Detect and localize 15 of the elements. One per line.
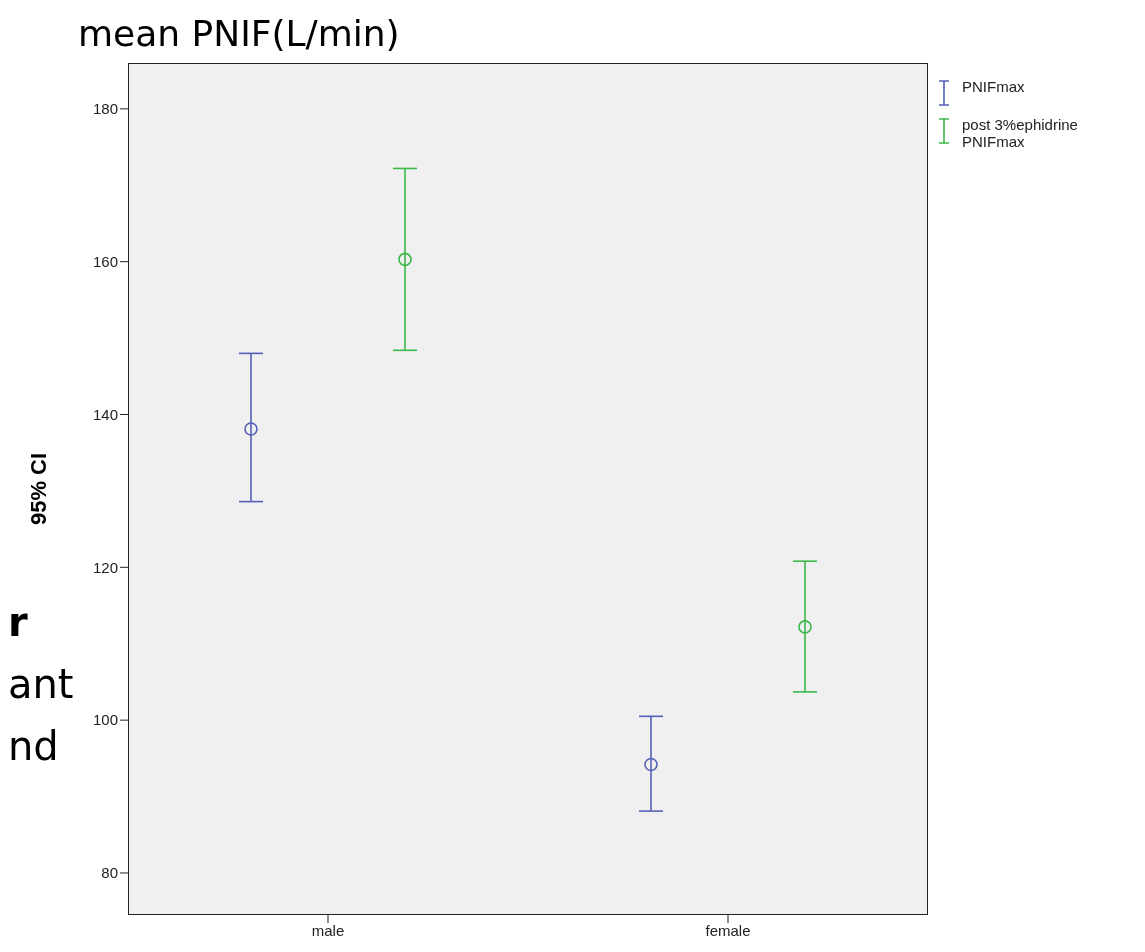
y-axis-title: 95% CI: [25, 452, 51, 526]
y-tick-label: 180: [92, 100, 118, 118]
y-tick-label: 120: [92, 558, 118, 576]
legend-label: post 3%ephidrine PNIFmax: [962, 116, 1079, 150]
text: r: [8, 598, 28, 646]
y-tick-label: 140: [92, 405, 118, 423]
y-tick-label: 80: [101, 864, 118, 882]
legend-label: PNIFmax: [962, 78, 1025, 95]
text: ant: [8, 660, 74, 708]
text: nd: [8, 722, 59, 770]
y-tick-label: 160: [92, 253, 118, 270]
x-tick-label: male: [311, 921, 345, 939]
y-tick-label: 100: [92, 711, 118, 729]
x-tick-label: female: [705, 921, 751, 939]
chart-title: mean PNIF(L/min): [78, 12, 400, 56]
